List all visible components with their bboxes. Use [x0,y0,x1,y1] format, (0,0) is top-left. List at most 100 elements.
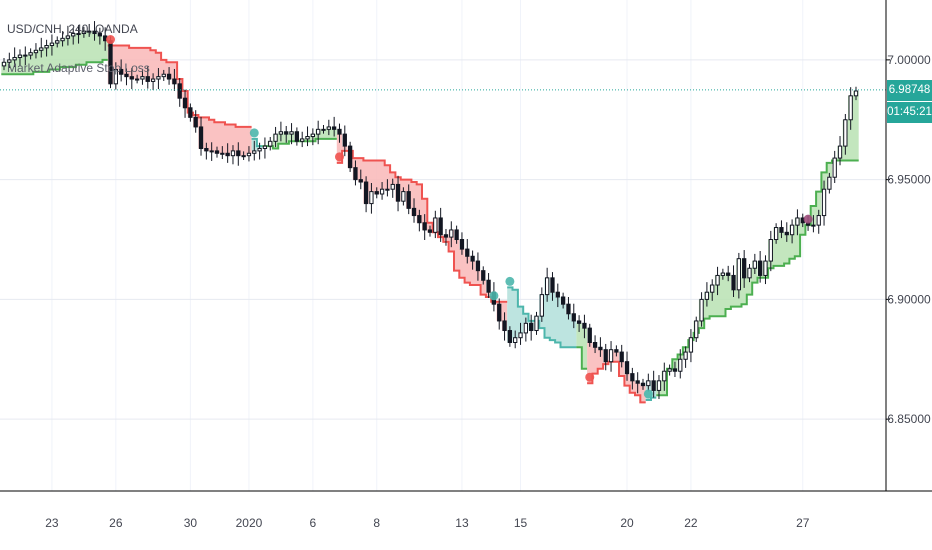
candle-body [236,150,241,157]
candle-body [550,277,555,293]
candle-body [268,140,273,147]
stop-segment-down [107,44,252,128]
time-tick-label: 13 [455,516,469,530]
candle-body [363,181,369,205]
candle-body [374,191,379,195]
candle-body [736,258,742,291]
candle-body [789,224,795,236]
candle-body [76,33,81,36]
candle-body [811,224,816,227]
candle-body [140,76,145,80]
bar-countdown-tag: 01:45:21 [887,101,932,123]
candle-body [118,68,124,75]
candle-body [278,131,284,135]
time-tick-label: 20 [620,516,634,530]
time-tick-label: 2020 [236,516,263,530]
candle-body [704,291,710,300]
candle-body [385,188,390,191]
candle-body [294,131,300,142]
candle-body [694,320,699,339]
candle-body [630,373,635,382]
candle-body [401,191,406,202]
candle-body [726,272,731,276]
candle-body [193,116,198,128]
candle-body [220,152,225,155]
candle-body [587,327,592,344]
candle-body [662,370,667,382]
candle-body [454,229,459,241]
candle-body [555,291,560,298]
candle-body [1,61,7,67]
candle-body [459,239,465,250]
time-tick-label: 6 [310,516,317,530]
stop-zone-down [587,342,646,403]
candle-body [417,215,422,224]
candle-body [347,145,353,169]
stop-segment-up [576,346,588,370]
candle-body [539,294,544,317]
candle-body [172,78,177,85]
time-tick-label: 15 [514,516,528,530]
candle-body [848,95,853,121]
price-axis[interactable]: 7.00000 6.95000 6.90000 6.85000 [886,53,931,426]
candle-body [523,322,529,334]
candle-body [92,30,97,35]
stop-zone-up [656,91,859,396]
candle-body [182,97,188,109]
candlesticks [1,21,859,400]
candle-body [33,49,39,54]
price-tick-label: 6.95000 [887,173,931,187]
candle-body [321,128,326,131]
price-tick-label: 7.00000 [887,53,931,67]
candle-body [49,42,55,47]
candle-body [710,284,715,293]
candle-body [129,76,134,80]
candle-body [779,227,784,233]
candle-body [640,382,646,387]
candle-body [305,136,310,140]
candle-body [161,73,166,78]
candle-body [23,54,28,57]
symbol-title[interactable]: USD/CNH, 240, OANDA [7,22,138,36]
time-tick-label: 30 [184,516,198,530]
candle-body [60,37,65,42]
candle-body [17,54,23,58]
candle-body [150,78,156,82]
candle-body [784,231,789,236]
candle-body [513,337,518,344]
candle-body [300,138,305,142]
candle-body [635,380,640,384]
candle-body [87,30,92,33]
signal-dot-flip_down [334,152,344,162]
candle-body [337,128,342,135]
time-tick-label: 8 [373,516,380,530]
indicator-label[interactable]: Market Adaptive Stop Loss [7,61,150,75]
candle-body [166,73,172,80]
candle-body [720,272,726,276]
candle-body [353,167,358,181]
time-tick-label: 27 [796,516,810,530]
grid-lines [0,0,886,491]
candle-body [752,260,757,269]
candle-body [369,191,374,205]
candle-body [646,380,651,387]
signal-dot-flip_down [803,214,813,224]
candle-body [379,188,385,195]
candle-body [390,183,395,190]
candle-body [12,56,17,61]
candle-body [683,351,688,360]
candle-body [28,52,33,56]
candle-body [326,126,331,130]
time-axis[interactable]: 23 26 30 2020 6 8 13 15 20 22 27 [45,516,809,530]
candle-body [470,255,475,262]
candle-body [566,303,571,315]
time-tick-label: 23 [45,516,59,530]
candle-body [731,274,736,291]
candle-body [81,30,87,35]
candle-body [71,33,76,37]
candle-body [560,296,566,305]
candle-body [763,260,768,276]
candle-body [198,126,204,149]
candle-body [656,380,662,391]
